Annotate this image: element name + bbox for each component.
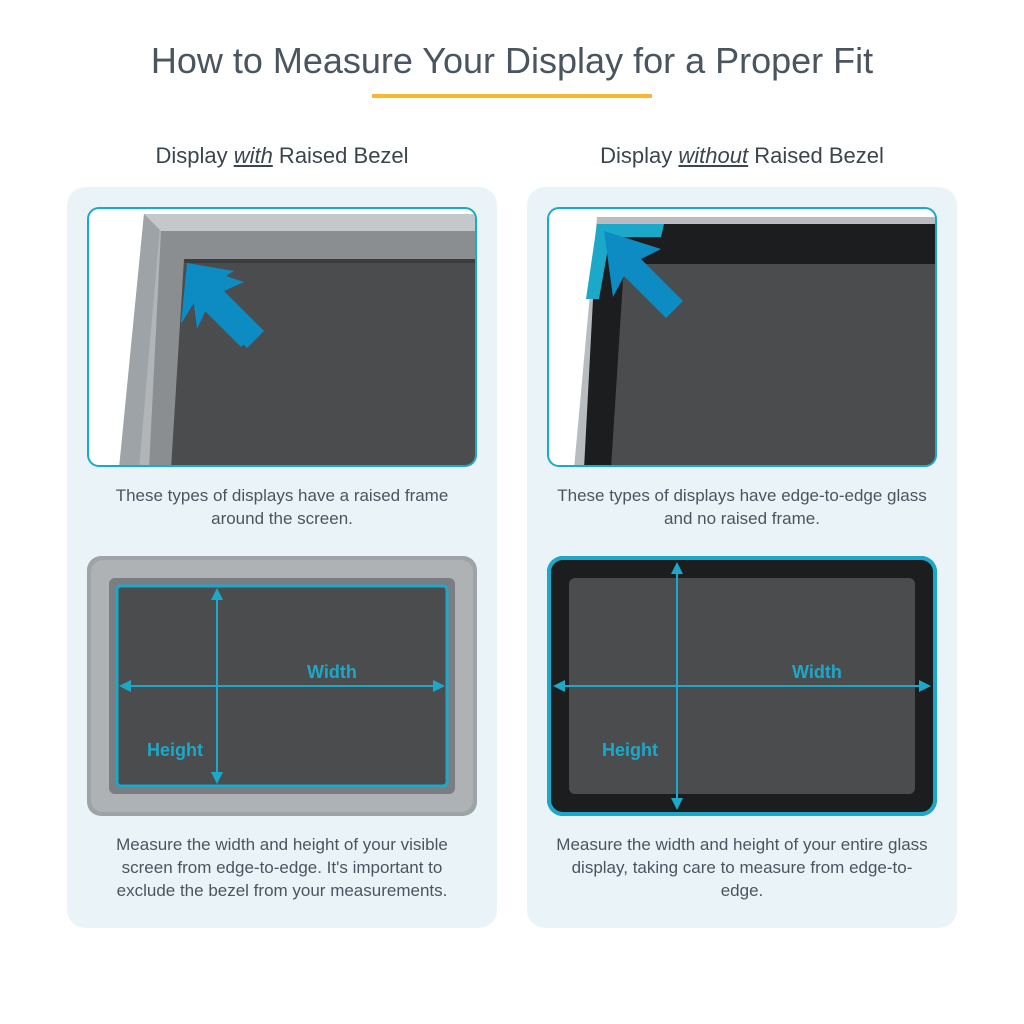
width-label: Width [307,662,357,682]
heading-post: Raised Bezel [748,143,884,168]
illus-flat-measure: Width Height [547,556,937,816]
heading-pre: Display [600,143,678,168]
page-title: How to Measure Your Display for a Proper… [60,40,964,82]
heading-post: Raised Bezel [273,143,409,168]
width-label: Width [792,662,842,682]
caption-right-1: These types of displays have edge-to-edg… [547,485,937,531]
height-label: Height [147,740,203,760]
flat-corner-svg [549,209,937,467]
panels-row: Display with Raised Bezel [60,143,964,928]
panel-without-bezel: Display without Raised Bezel [527,143,957,928]
title-underline [372,94,652,98]
bezel-measure-svg: Width Height [87,556,477,816]
heading-emph: with [234,143,273,168]
panel-with-bezel: Display with Raised Bezel [67,143,497,928]
bezel-corner-svg [89,209,477,467]
illus-bezel-corner [87,207,477,467]
panel-heading-left: Display with Raised Bezel [67,143,497,169]
caption-right-2: Measure the width and height of your ent… [547,834,937,903]
panel-body-left: These types of displays have a raised fr… [67,187,497,928]
panel-body-right: These types of displays have edge-to-edg… [527,187,957,928]
caption-left-1: These types of displays have a raised fr… [87,485,477,531]
height-label: Height [602,740,658,760]
heading-pre: Display [155,143,233,168]
illus-bezel-measure: Width Height [87,556,477,816]
panel-heading-right: Display without Raised Bezel [527,143,957,169]
heading-emph: without [678,143,748,168]
flat-measure-svg: Width Height [547,556,937,816]
illus-flat-corner [547,207,937,467]
caption-left-2: Measure the width and height of your vis… [87,834,477,903]
